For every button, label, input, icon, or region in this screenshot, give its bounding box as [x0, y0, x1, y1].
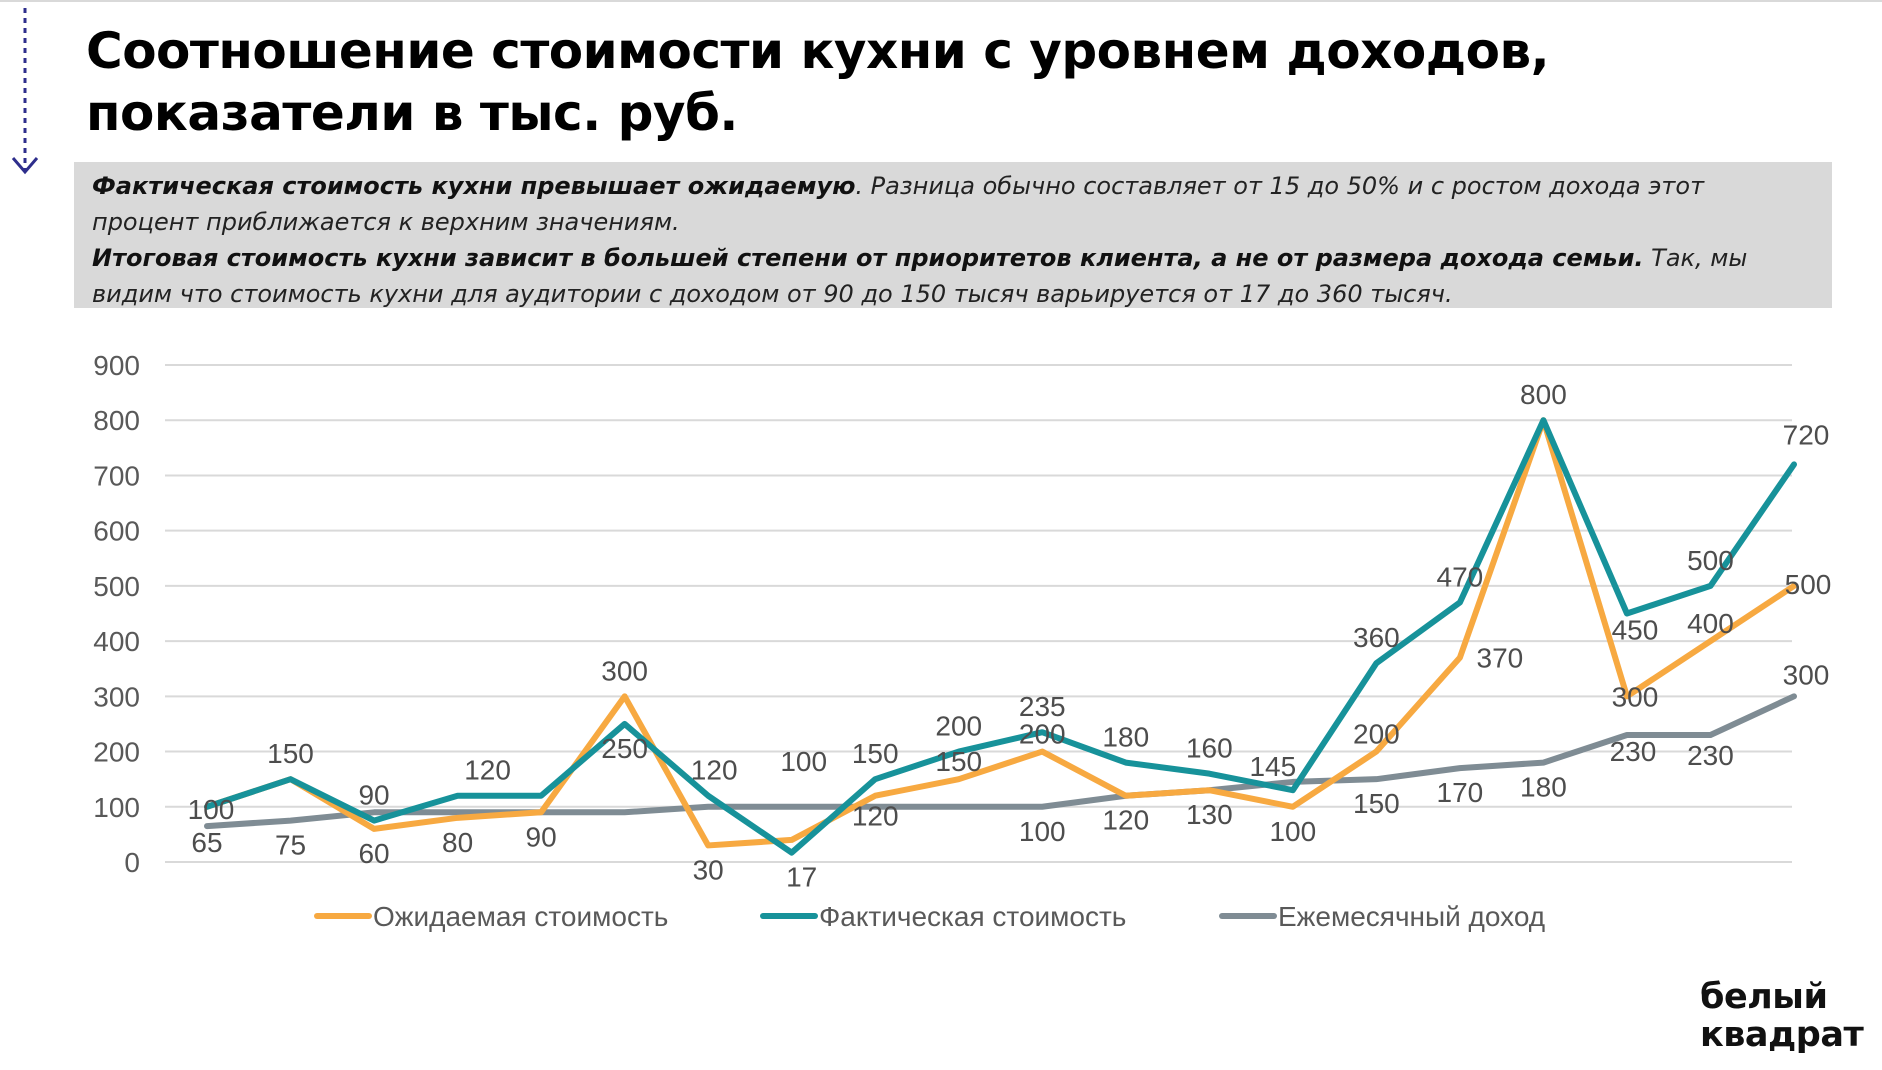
data-label: 150 — [267, 738, 314, 769]
data-label: 300 — [1783, 659, 1830, 690]
data-label: 60 — [358, 838, 389, 869]
info-paragraph-2-text: Так, мы видим что стоимость кухни для ау… — [92, 244, 1748, 308]
y-tick-label: 200 — [93, 737, 140, 768]
top-divider — [0, 0, 1882, 2]
legend-label-1: Фактическая стоимость — [819, 901, 1126, 932]
data-label: 230 — [1687, 740, 1734, 771]
data-label: 235 — [1019, 691, 1066, 722]
info-paragraph-2: Итоговая стоимость кухни зависит в больш… — [92, 240, 1814, 312]
y-tick-label: 0 — [124, 847, 140, 878]
data-label: 120 — [852, 801, 899, 832]
data-label: 80 — [442, 827, 473, 858]
data-label: 360 — [1353, 622, 1400, 653]
data-label: 370 — [1477, 643, 1524, 674]
info-paragraph-1-bold: Фактическая стоимость кухни превышает ож… — [92, 172, 856, 200]
data-label: 130 — [1186, 799, 1233, 830]
info-box: Фактическая стоимость кухни превышает ож… — [74, 162, 1832, 308]
logo-line-2: квадрат — [1700, 1015, 1864, 1055]
line-chart: 0 100 200 300 400 500 600 700 800 900 100 150 60 80 9… — [93, 350, 1832, 932]
data-label: 100 — [780, 746, 827, 777]
data-label: 145 — [1249, 751, 1296, 782]
series-line-1 — [204, 417, 1797, 856]
info-paragraph-1: Фактическая стоимость кухни превышает ож… — [92, 168, 1814, 240]
info-paragraph-1-text: . Разница обычно составляет от 15 до 50%… — [92, 172, 1705, 236]
data-label: 120 — [1102, 805, 1149, 836]
data-label: 180 — [1102, 722, 1149, 753]
data-label: 180 — [1520, 772, 1567, 803]
data-label: 800 — [1520, 379, 1567, 410]
data-label: 170 — [1437, 777, 1484, 808]
data-label: 300 — [601, 655, 648, 686]
grid-layer — [165, 364, 1792, 863]
legend-label-2: Ежемесячный доход — [1278, 901, 1545, 932]
y-tick-label: 400 — [93, 626, 140, 657]
y-tick-label: 100 — [93, 792, 140, 823]
series-line-0 — [204, 417, 1797, 849]
data-label: 200 — [1353, 719, 1400, 750]
y-tick-label: 700 — [93, 460, 140, 491]
data-label: 65 — [191, 827, 222, 858]
legend-label-0: Ожидаемая стоимость — [373, 901, 668, 932]
y-axis-ticks: 0 100 200 300 400 500 600 700 800 900 — [93, 350, 140, 878]
data-label: 150 — [852, 738, 899, 769]
data-label: 120 — [691, 755, 738, 786]
data-label: 90 — [358, 780, 389, 811]
data-label: 500 — [1687, 545, 1734, 576]
y-tick-label: 600 — [93, 516, 140, 547]
data-label: 720 — [1783, 419, 1830, 450]
y-tick-label: 300 — [93, 681, 140, 712]
data-label: 200 — [935, 711, 982, 742]
data-label: 500 — [1785, 569, 1832, 600]
data-label: 30 — [693, 854, 724, 885]
y-tick-label: 500 — [93, 571, 140, 602]
data-label: 100 — [188, 794, 235, 825]
data-label: 450 — [1612, 615, 1659, 646]
data-label: 150 — [1353, 788, 1400, 819]
series-line-2 — [204, 693, 1797, 830]
data-labels: 100 150 60 80 90 300 30 120 150 200 120 130 100 200 37… — [188, 379, 1832, 892]
data-label: 120 — [464, 755, 511, 786]
brand-logo: белый квадрат — [1700, 978, 1870, 1054]
logo-line-1: белый — [1700, 977, 1828, 1017]
y-tick-label: 800 — [93, 405, 140, 436]
data-label: 200 — [1019, 719, 1066, 750]
data-label: 100 — [1019, 816, 1066, 847]
series-lines — [204, 417, 1797, 856]
data-label: 75 — [275, 830, 306, 861]
data-label: 400 — [1687, 608, 1734, 639]
data-label: 150 — [935, 746, 982, 777]
data-label: 160 — [1186, 733, 1233, 764]
dotted-down-arrow-icon — [11, 8, 39, 175]
data-label: 250 — [601, 733, 648, 764]
legend: Ожидаемая стоимость Фактическая стоимость… — [314, 901, 1545, 932]
data-label: 100 — [1269, 816, 1316, 847]
info-paragraph-2-bold: Итоговая стоимость кухни зависит в больш… — [92, 244, 1644, 272]
data-label: 17 — [786, 862, 817, 893]
data-label: 230 — [1610, 736, 1657, 767]
y-tick-label: 900 — [93, 350, 140, 381]
page-title: Соотношение стоимости кухни с уровнем до… — [86, 22, 1550, 142]
data-label: 300 — [1612, 681, 1659, 712]
data-label: 470 — [1437, 561, 1484, 592]
data-label: 90 — [526, 821, 557, 852]
